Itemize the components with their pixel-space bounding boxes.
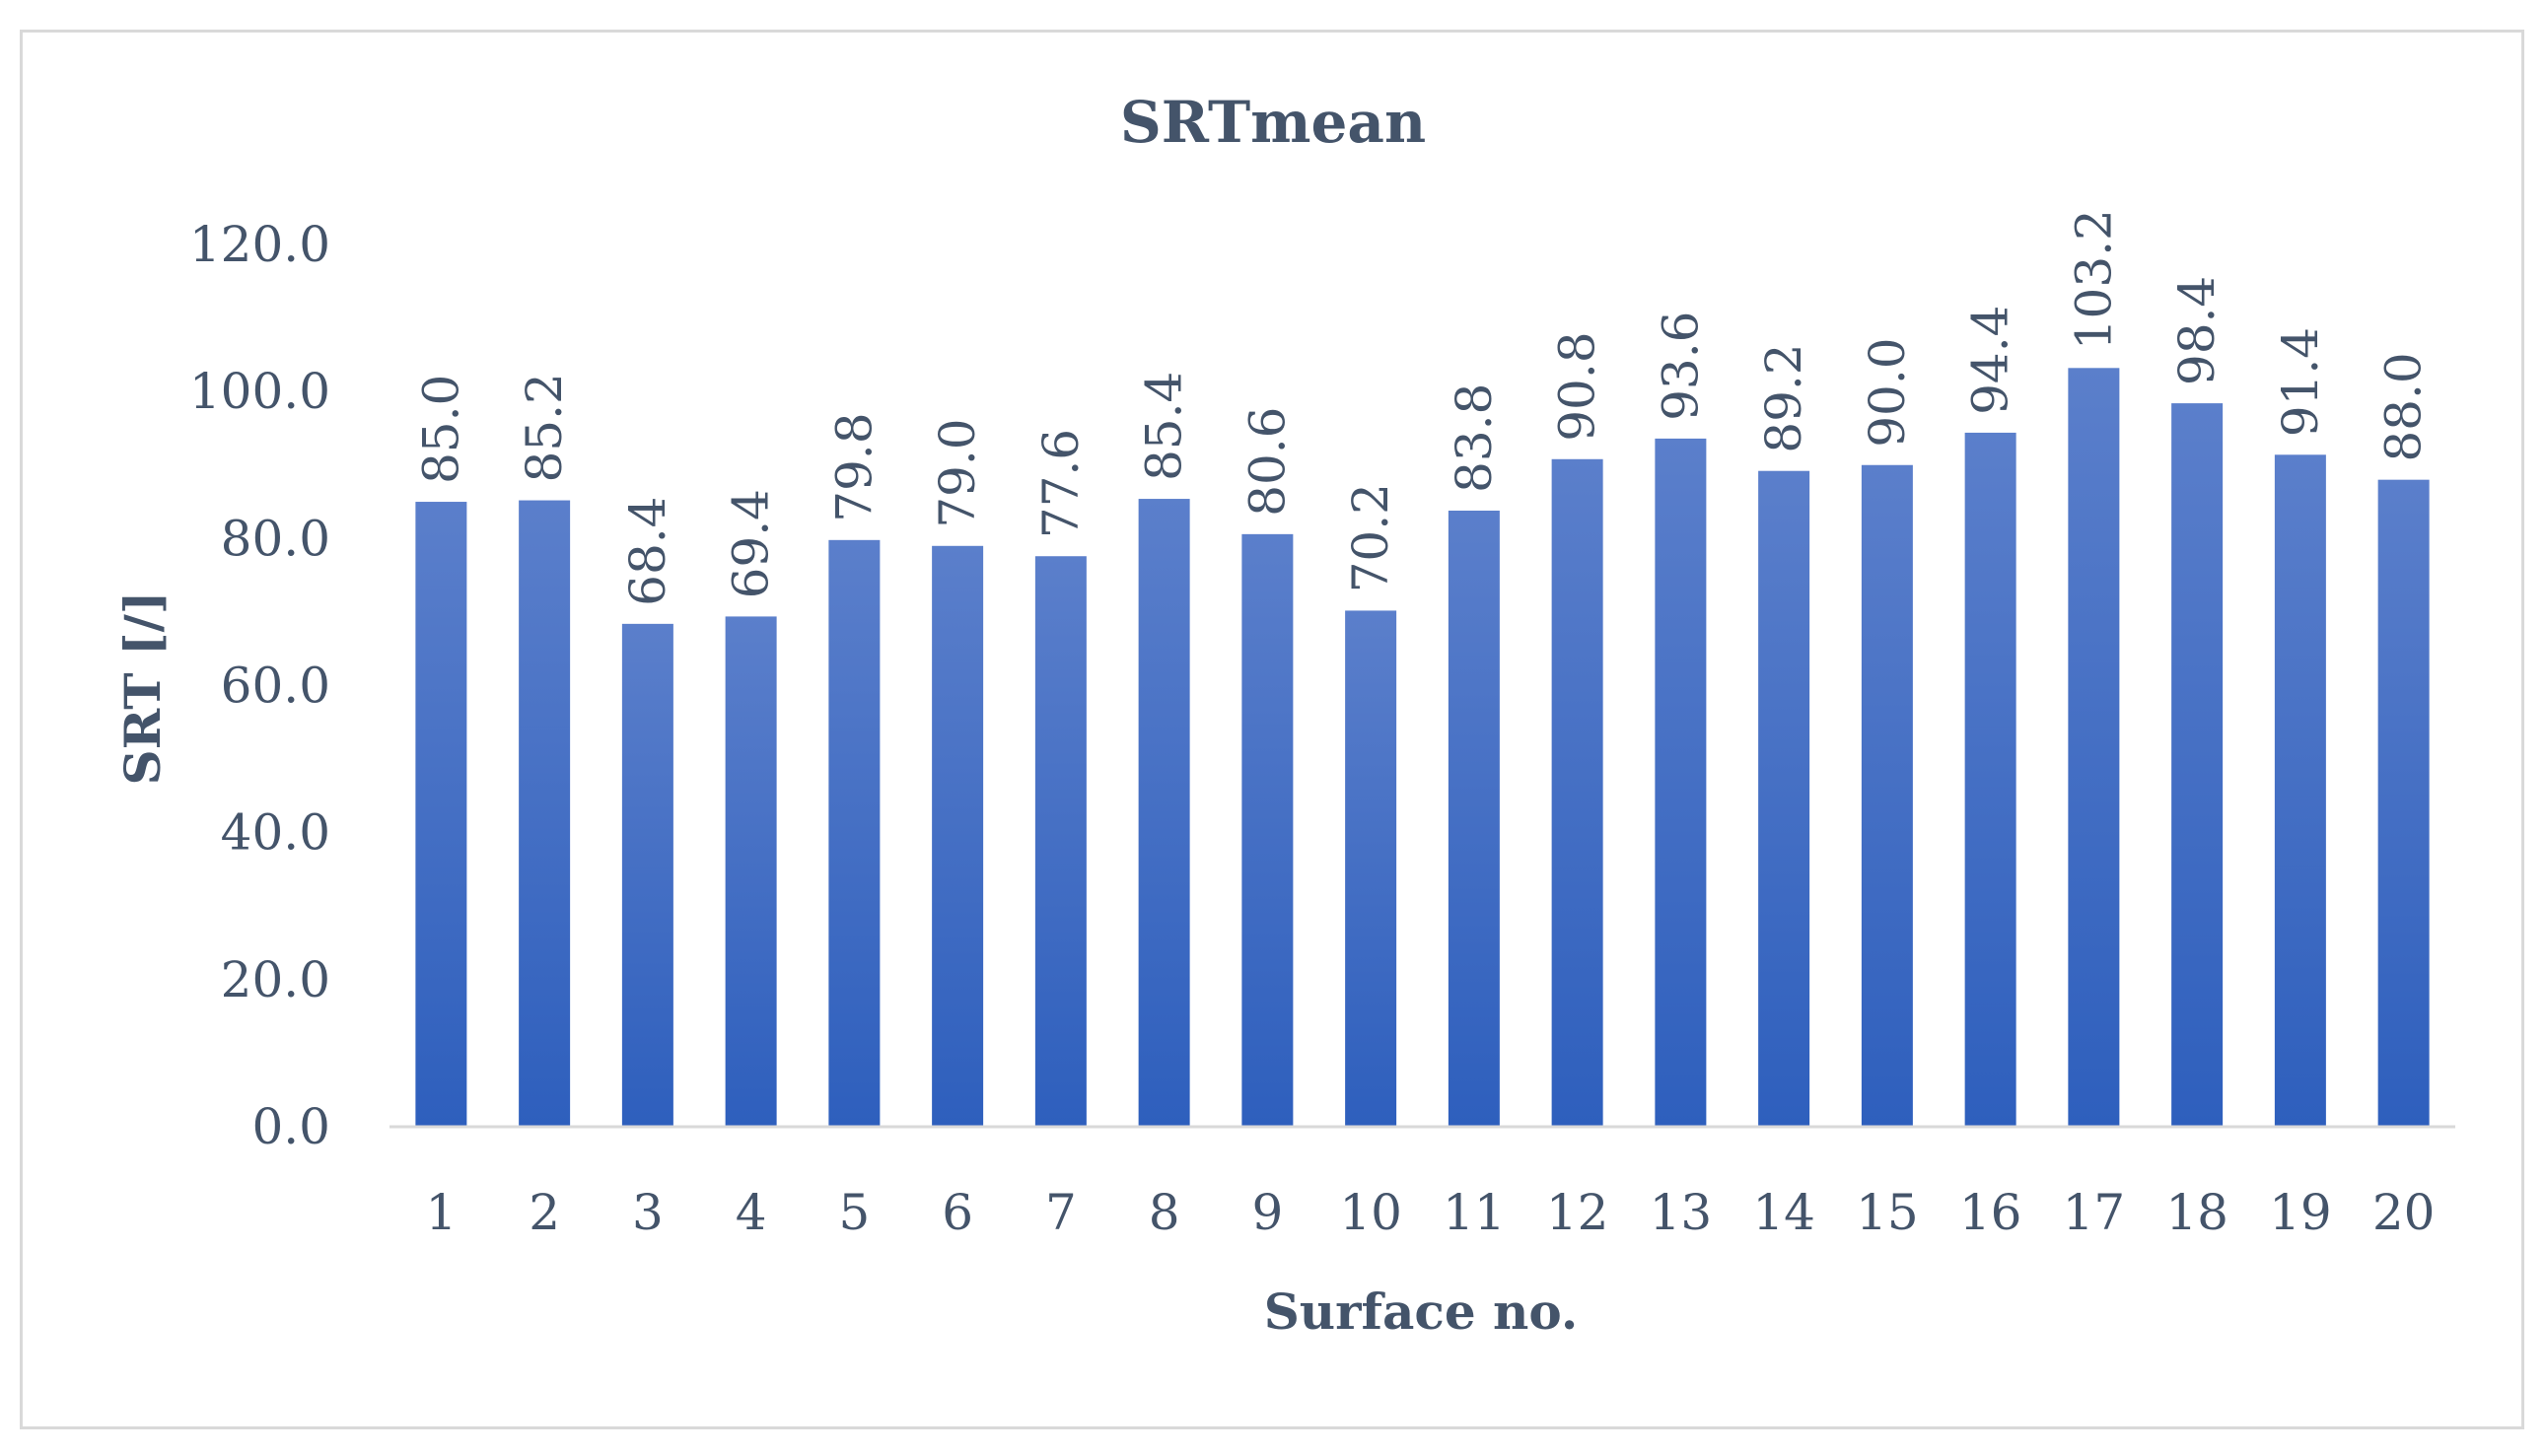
bar-data-label: 80.6	[1238, 407, 1296, 517]
bar	[415, 502, 467, 1128]
x-tick-label: 20	[2372, 1184, 2436, 1241]
bar	[2068, 368, 2120, 1127]
bar	[828, 539, 881, 1127]
x-tick-label: 7	[1045, 1184, 1077, 1241]
bar	[1655, 438, 1707, 1127]
bar-data-label: 85.4	[1136, 372, 1193, 481]
bar-data-label: 77.6	[1032, 429, 1090, 538]
bar	[932, 545, 984, 1127]
bar-data-label: 94.4	[1962, 306, 2019, 415]
bar-data-label: 88.0	[2375, 352, 2433, 461]
y-tick-label: 100.0	[189, 363, 330, 420]
y-tick-label: 120.0	[189, 216, 330, 273]
x-tick-label: 11	[1443, 1184, 1506, 1241]
bar	[2171, 403, 2224, 1128]
bar-data-label: 68.4	[619, 497, 676, 606]
bar-data-label: 103.2	[2065, 209, 2122, 350]
bar	[2274, 454, 2326, 1127]
y-tick-label: 20.0	[221, 951, 330, 1008]
x-tick-label: 10	[1339, 1184, 1402, 1241]
bar-data-label: 83.8	[1446, 383, 1503, 493]
y-tick-label: 0.0	[251, 1098, 330, 1155]
bar	[1448, 510, 1500, 1127]
bar-data-label: 70.2	[1342, 483, 1399, 592]
x-tick-label: 18	[2165, 1184, 2228, 1241]
bar	[1861, 464, 1913, 1127]
bar-data-label: 90.8	[1549, 331, 1606, 441]
bar-data-label: 85.0	[412, 375, 469, 484]
bar-data-label: 98.4	[2168, 276, 2226, 385]
chart-title: SRTmean	[1120, 89, 1426, 156]
bar	[1345, 610, 1397, 1127]
y-axis-ticks: 0.0 20.0 40.0 60.0 80.0 100.0 120.0	[189, 216, 330, 1155]
x-tick-label: 16	[1959, 1184, 2022, 1241]
x-tick-label: 6	[942, 1184, 973, 1241]
bar-data-label: 69.4	[723, 489, 780, 598]
y-tick-label: 80.0	[221, 510, 330, 567]
x-tick-label: 19	[2269, 1184, 2332, 1241]
bar-data-label: 90.0	[1859, 337, 1916, 447]
bar-data-label: 91.4	[2272, 327, 2329, 437]
bar	[725, 616, 777, 1127]
y-tick-label: 40.0	[221, 804, 330, 862]
bar	[1138, 499, 1190, 1127]
x-axis-title: Surface no.	[1264, 1283, 1579, 1341]
bar-data-label: 93.6	[1652, 312, 1709, 421]
x-tick-label: 1	[425, 1184, 457, 1241]
x-tick-label: 14	[1752, 1184, 1815, 1241]
x-axis-ticks: 1 2 3 4 5 6 7 8 9 10 11 12 13 14 15 16 17 18 19 20	[425, 1184, 2435, 1241]
bar-data-label: 79.8	[825, 412, 883, 521]
bar-data-label: 85.2	[516, 373, 573, 482]
x-tick-label: 8	[1149, 1184, 1180, 1241]
x-tick-label: 15	[1856, 1184, 1919, 1241]
x-tick-label: 5	[838, 1184, 870, 1241]
x-tick-label: 12	[1546, 1184, 1609, 1241]
x-tick-label: 4	[736, 1184, 767, 1241]
x-tick-label: 13	[1650, 1184, 1713, 1241]
bar	[1964, 432, 2016, 1127]
x-tick-label: 3	[632, 1184, 664, 1241]
x-tick-label: 2	[529, 1184, 560, 1241]
bar-data-label: 79.0	[929, 418, 986, 527]
bar	[621, 623, 673, 1127]
bar-data-label: 89.2	[1755, 343, 1812, 452]
bar	[1551, 458, 1603, 1127]
bar	[1758, 470, 1810, 1127]
bars-group	[415, 368, 2430, 1128]
bar	[1034, 556, 1087, 1127]
bar	[1241, 533, 1294, 1127]
bar	[519, 500, 571, 1127]
y-tick-label: 60.0	[221, 658, 330, 715]
y-axis-title: SRT [/]	[113, 591, 172, 786]
data-labels-group: 85.0 85.2 68.4 69.4 79.8 79.0 77.6 85.4 80.6 70.2…	[412, 209, 2432, 606]
bar	[2377, 479, 2430, 1128]
x-tick-label: 17	[2063, 1184, 2126, 1241]
x-tick-label: 9	[1251, 1184, 1283, 1241]
